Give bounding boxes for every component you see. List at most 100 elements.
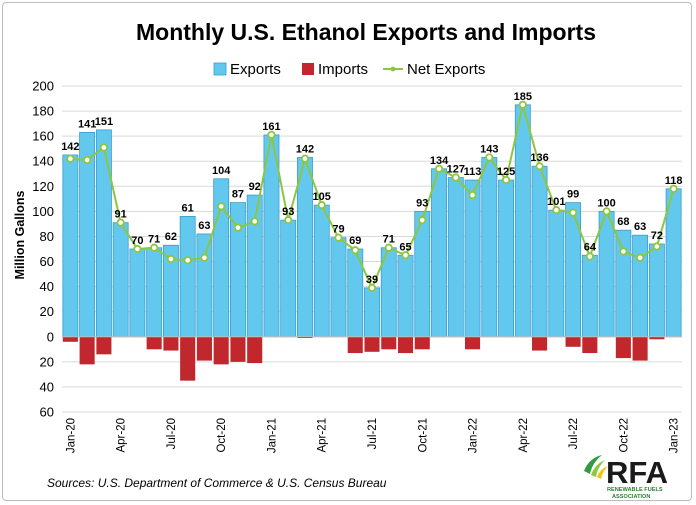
net-exports-point	[351, 246, 360, 255]
exports-bar	[112, 222, 129, 338]
net-exports-data-label: 101	[547, 196, 565, 208]
source-note: Sources: U.S. Department of Commerce & U…	[47, 476, 387, 490]
net-exports-data-label: 142	[61, 141, 79, 153]
exports-bar	[146, 247, 163, 338]
net-exports-point	[83, 155, 92, 165]
net-exports-data-label: 134	[430, 155, 449, 167]
exports-bar	[230, 202, 246, 338]
exports-bar	[330, 237, 347, 338]
exports-bar	[565, 202, 582, 338]
imports-bar	[79, 336, 95, 365]
x-tick-label: Apr-21	[317, 418, 329, 453]
imports-bar	[381, 336, 397, 350]
imports-bar	[397, 336, 414, 354]
imports-bars	[62, 336, 665, 381]
net-exports-data-label: 161	[262, 121, 280, 133]
exports-bar	[397, 254, 414, 338]
net-exports-point	[636, 253, 645, 262]
net-exports-data-label: 39	[366, 274, 378, 286]
y-tick-label: 140	[32, 154, 54, 169]
chart-frame: Monthly U.S. Ethanol Exports and Imports…	[2, 2, 692, 501]
y-tick-label: 60	[40, 254, 54, 269]
net-exports-data-label: 68	[617, 216, 629, 228]
net-exports-point	[300, 154, 310, 163]
logo-wordmark: RFA	[606, 455, 668, 490]
net-exports-data-label: 125	[497, 166, 515, 178]
net-exports-data-label: 63	[198, 220, 210, 232]
y-tick-label: 60	[40, 405, 54, 420]
exports-bar	[498, 179, 514, 338]
net-exports-point	[552, 206, 561, 215]
exports-bar	[431, 168, 447, 338]
exports-bar	[648, 243, 665, 338]
rfa-logo: RFA RENEWABLE FUELS ASSOCIATION	[584, 455, 668, 500]
exports-bar	[196, 233, 213, 338]
net-exports-point	[518, 100, 527, 109]
net-exports-point	[669, 184, 678, 193]
net-exports-point	[250, 217, 259, 226]
imports-bar	[414, 336, 430, 350]
net-exports-point	[468, 190, 477, 200]
net-exports-data-label: 93	[416, 197, 428, 209]
exports-bar	[514, 104, 531, 338]
net-exports-point	[585, 252, 594, 261]
exports-bar	[531, 165, 548, 338]
net-exports-data-label: 72	[651, 230, 663, 242]
x-tick-label: Oct-21	[417, 418, 429, 453]
exports-bar	[62, 154, 79, 338]
exports-bar	[581, 254, 598, 338]
chart-title: Monthly U.S. Ethanol Exports and Imports	[136, 19, 596, 45]
chart-svg: Monthly U.S. Ethanol Exports and Imports…	[13, 19, 682, 500]
net-exports-point	[334, 233, 343, 242]
net-exports-point	[451, 173, 460, 182]
imports-bar	[62, 336, 78, 342]
y-tick-label: 100	[32, 204, 54, 219]
x-axis-ticks: Jan-20 Apr-20 Jul-20 Oct-20 Jan-21 Apr-21 Jul-…	[65, 418, 680, 453]
net-exports-point	[434, 164, 444, 173]
exports-bar	[447, 177, 464, 338]
logo-subtext-1: RENEWABLE FUELS	[607, 487, 663, 493]
net-exports-point	[317, 201, 326, 210]
net-exports-data-label: 142	[296, 143, 314, 155]
net-exports-data-label: 92	[249, 181, 261, 193]
net-exports-data-label: 69	[349, 235, 361, 247]
net-exports-point	[217, 202, 226, 211]
net-exports-point	[501, 175, 511, 185]
exports-bar	[615, 229, 632, 338]
net-exports-point	[99, 143, 108, 152]
net-exports-data-label: 185	[514, 91, 532, 103]
legend-imports-swatch	[302, 63, 314, 75]
imports-bar	[163, 336, 179, 351]
y-tick-label: 120	[32, 179, 54, 194]
net-exports-point	[652, 242, 661, 251]
net-exports-point	[133, 244, 142, 254]
net-exports-point	[284, 216, 293, 225]
net-exports-data-label: 61	[182, 202, 194, 214]
y-tick-label: 160	[32, 129, 54, 144]
imports-bar	[213, 336, 229, 365]
legend-net-exports-label: Net Exports	[407, 61, 485, 78]
logo-leaf-lime	[591, 460, 605, 477]
legend-imports-label: Imports	[318, 61, 368, 78]
legend: Exports Imports Net Exports	[213, 61, 485, 78]
net-exports-data-label: 105	[313, 191, 331, 203]
x-tick-label: Apr-22	[518, 418, 530, 453]
net-exports-point	[535, 162, 544, 171]
net-exports-data-label: 136	[530, 152, 548, 164]
imports-bar	[532, 336, 548, 351]
x-tick-label: Jan-20	[65, 418, 77, 453]
y-tick-label: 200	[32, 79, 54, 94]
net-exports-data-label: 64	[584, 241, 597, 253]
imports-bar	[465, 336, 481, 350]
imports-bar	[364, 336, 380, 352]
y-tick-label: 40	[40, 279, 54, 294]
net-exports-point	[200, 253, 209, 262]
x-tick-label: Jul-21	[367, 418, 379, 449]
x-tick-label: Jan-22	[468, 418, 480, 453]
imports-bar	[632, 336, 648, 361]
imports-bar	[196, 336, 212, 361]
exports-bar	[464, 179, 481, 338]
x-tick-label: Oct-20	[216, 418, 228, 453]
exports-bar	[632, 234, 649, 338]
net-exports-data-label: 93	[282, 206, 294, 218]
